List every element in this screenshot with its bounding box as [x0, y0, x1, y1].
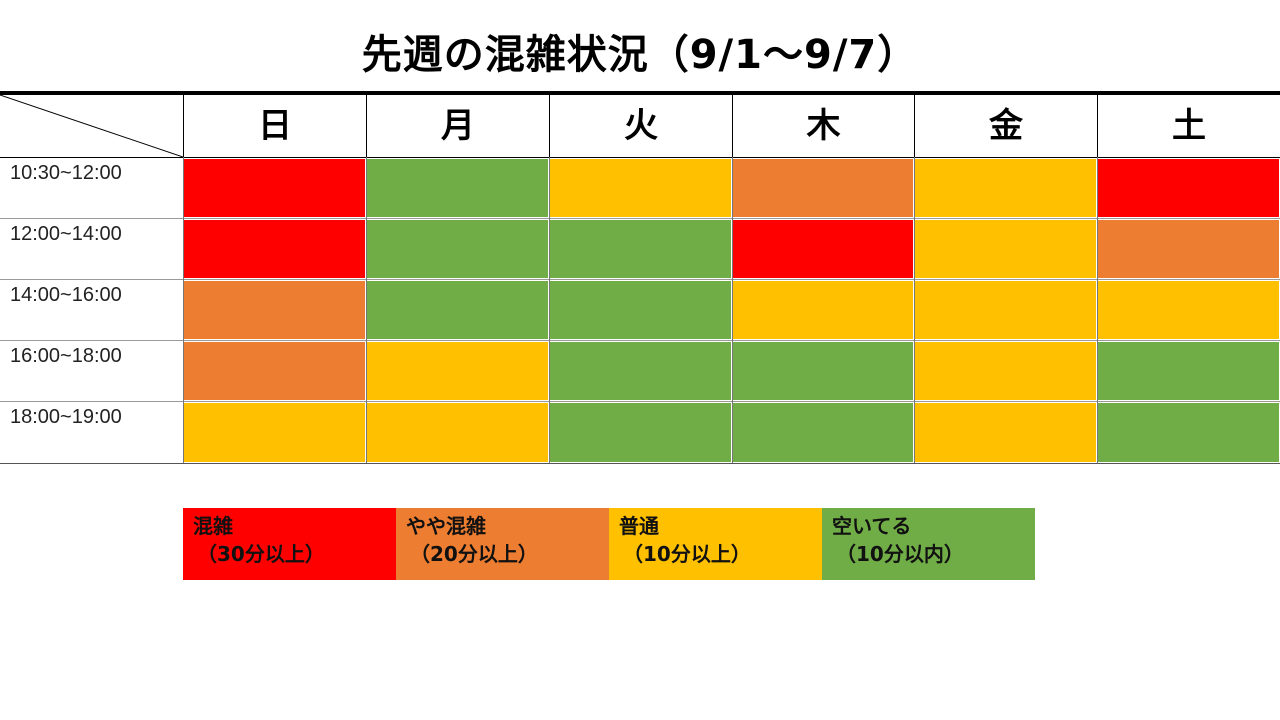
time-slot-label: 18:00~19:00: [10, 406, 122, 428]
row-divider: [0, 218, 1280, 219]
legend-label: やや混雑: [406, 514, 486, 538]
congestion-cell: [184, 342, 365, 400]
time-slot-label: 16:00~18:00: [10, 345, 122, 367]
congestion-cell: [367, 220, 548, 278]
legend-item: やや混雑 （20分以上）: [396, 508, 609, 580]
legend-label: 混雑: [193, 514, 233, 538]
congestion-cell: [733, 220, 913, 278]
congestion-cell: [550, 342, 731, 400]
day-header: 月: [366, 95, 549, 157]
congestion-cell: [184, 220, 365, 278]
congestion-cell: [915, 342, 1096, 400]
legend-item: 普通 （10分以上）: [609, 508, 822, 580]
day-header: 日: [183, 95, 366, 157]
congestion-cell: [184, 159, 365, 217]
day-header: 金: [914, 95, 1097, 157]
congestion-cell: [1098, 403, 1279, 462]
column-divider: [914, 157, 915, 463]
congestion-cell: [733, 342, 913, 400]
header-top-border: [0, 91, 1280, 95]
congestion-cell: [550, 159, 731, 217]
column-divider: [1097, 157, 1098, 463]
table-bottom-border: [0, 463, 1280, 464]
congestion-cell: [367, 159, 548, 217]
page-title: 先週の混雑状況（9/1～9/7）: [361, 32, 919, 78]
legend-sublabel: （20分以上）: [410, 542, 538, 566]
time-slot-label: 14:00~16:00: [10, 284, 122, 306]
legend-sublabel: （30分以上）: [197, 542, 325, 566]
legend: 混雑 （30分以上） やや混雑 （20分以上） 普通 （10分以上） 空いてる （10分以内）: [183, 508, 1035, 580]
congestion-cell: [1098, 220, 1279, 278]
congestion-cell: [915, 159, 1096, 217]
congestion-cell: [367, 403, 548, 462]
congestion-cell: [733, 281, 913, 339]
congestion-table: 日月火木金土 10:30~12:00 12:00~14:00 14:00~16:00 1…: [0, 95, 1280, 464]
congestion-cell: [550, 220, 731, 278]
congestion-cell: [367, 281, 548, 339]
column-divider: [183, 157, 184, 463]
row-divider: [0, 279, 1280, 280]
legend-label: 空いてる: [832, 514, 912, 538]
congestion-cell: [1098, 159, 1279, 217]
congestion-cell: [184, 403, 365, 462]
day-header: 土: [1097, 95, 1280, 157]
corner-diagonal: [0, 95, 183, 157]
day-header: 木: [732, 95, 914, 157]
row-divider: [0, 401, 1280, 402]
congestion-cell: [733, 159, 913, 217]
legend-item: 空いてる （10分以内）: [822, 508, 1035, 580]
congestion-cell: [550, 403, 731, 462]
legend-label: 普通: [619, 514, 659, 538]
column-divider: [732, 157, 733, 463]
congestion-cell: [367, 342, 548, 400]
day-header: 火: [549, 95, 732, 157]
header-bottom-border: [0, 157, 1280, 158]
legend-item: 混雑 （30分以上）: [183, 508, 396, 580]
legend-sublabel: （10分以内）: [836, 542, 964, 566]
time-slot-label: 12:00~14:00: [10, 223, 122, 245]
congestion-cell: [1098, 342, 1279, 400]
time-slot-label: 10:30~12:00: [10, 162, 122, 184]
legend-sublabel: （10分以上）: [623, 542, 751, 566]
congestion-cell: [915, 281, 1096, 339]
congestion-cell: [915, 220, 1096, 278]
congestion-cell: [733, 403, 913, 462]
column-divider: [549, 157, 550, 463]
congestion-cell: [184, 281, 365, 339]
column-divider: [366, 157, 367, 463]
congestion-cell: [915, 403, 1096, 462]
congestion-cell: [1098, 281, 1279, 339]
congestion-cell: [550, 281, 731, 339]
row-divider: [0, 340, 1280, 341]
